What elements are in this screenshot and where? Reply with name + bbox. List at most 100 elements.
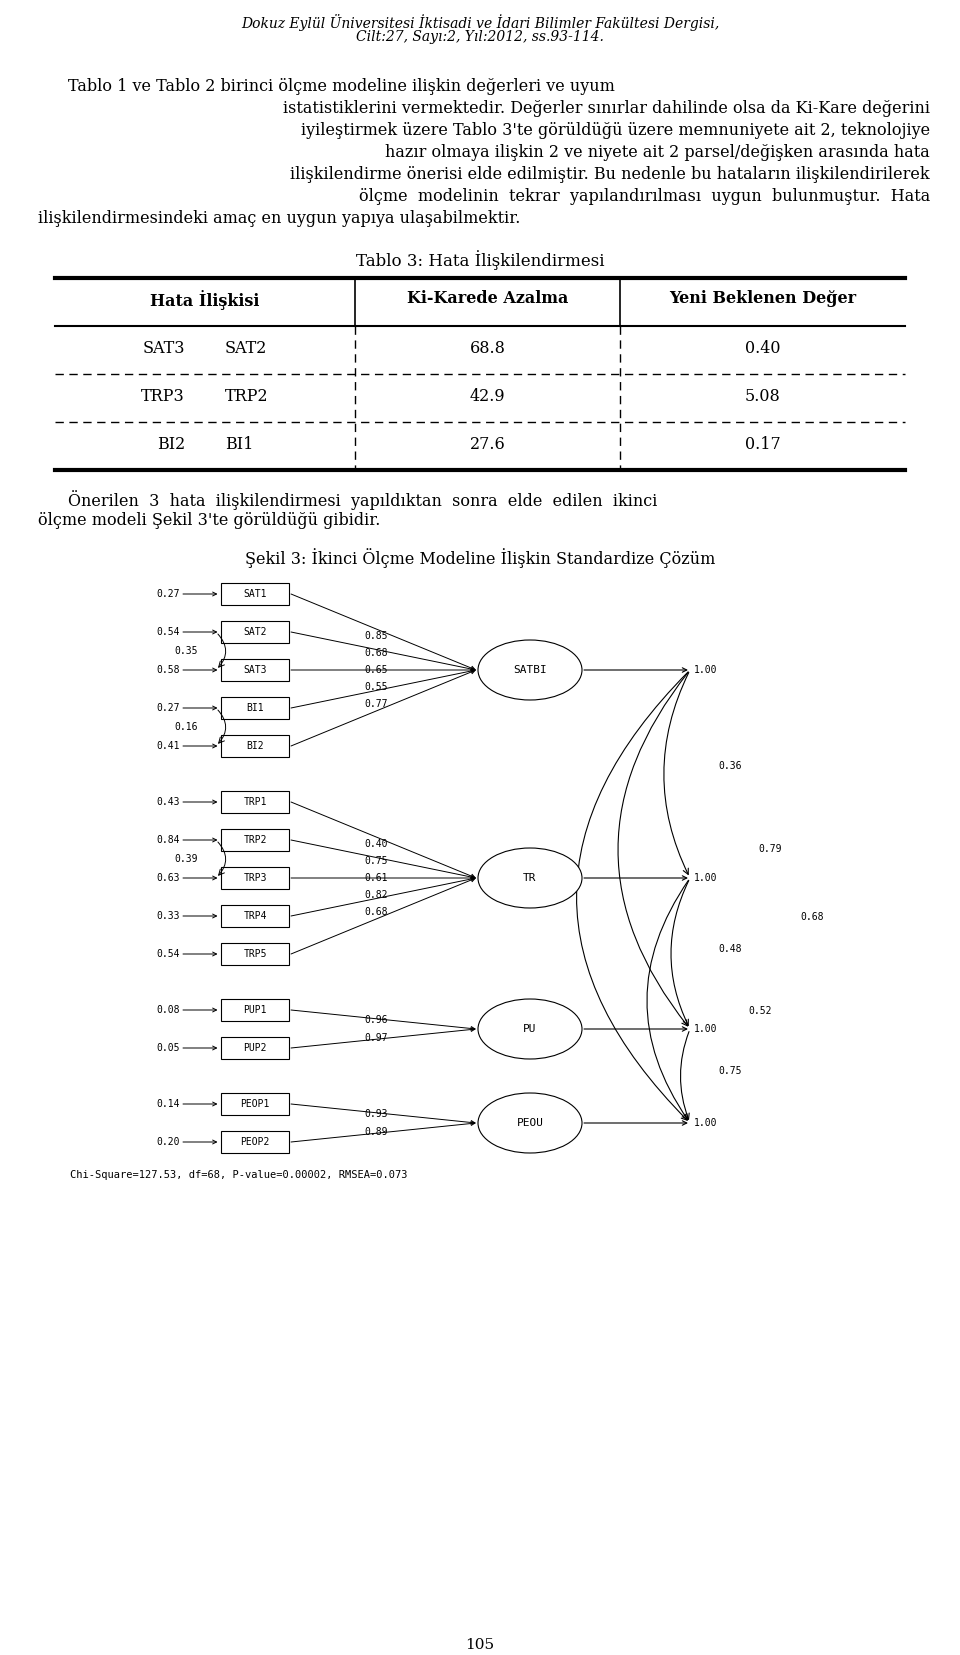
Text: TRP1: TRP1: [243, 798, 267, 808]
FancyArrowPatch shape: [291, 841, 475, 879]
Text: ölçme modeli Şekil 3'te görüldüğü gibidir.: ölçme modeli Şekil 3'te görüldüğü gibidi…: [38, 511, 380, 530]
Ellipse shape: [478, 1092, 582, 1154]
FancyArrowPatch shape: [183, 707, 217, 710]
Text: SAT1: SAT1: [243, 589, 267, 599]
Text: 27.6: 27.6: [469, 435, 505, 453]
Text: 0.05: 0.05: [156, 1043, 180, 1053]
Text: ölçme  modelinin  tekrar  yapılandırılması  uygun  bulunmuştur.  Hata: ölçme modelinin tekrar yapılandırılması …: [359, 189, 930, 205]
Text: 0.27: 0.27: [156, 703, 180, 713]
Text: 0.68: 0.68: [800, 912, 824, 922]
Ellipse shape: [478, 1000, 582, 1059]
Text: TRP5: TRP5: [243, 948, 267, 958]
Text: 105: 105: [466, 1638, 494, 1652]
Text: Tablo 3: Hata İlişkilendirmesi: Tablo 3: Hata İlişkilendirmesi: [356, 250, 604, 270]
Text: PU: PU: [523, 1024, 537, 1034]
Text: Cilt:27, Sayı:2, Yıl:2012, ss.93-114.: Cilt:27, Sayı:2, Yıl:2012, ss.93-114.: [356, 30, 604, 45]
Text: 0.35: 0.35: [175, 645, 198, 655]
FancyArrowPatch shape: [584, 1120, 686, 1125]
Bar: [221, 1000, 289, 1021]
FancyArrowPatch shape: [291, 669, 475, 708]
FancyArrowPatch shape: [291, 1104, 475, 1124]
FancyArrowPatch shape: [291, 1028, 475, 1048]
FancyArrowPatch shape: [183, 1140, 217, 1144]
Text: Hata İlişkisi: Hata İlişkisi: [151, 290, 260, 309]
FancyArrowPatch shape: [291, 877, 475, 915]
Text: 1.00: 1.00: [694, 665, 717, 675]
Text: 0.33: 0.33: [156, 910, 180, 920]
Text: Şekil 3: İkinci Ölçme Modeline İlişkin Standardize Çözüm: Şekil 3: İkinci Ölçme Modeline İlişkin S…: [245, 548, 715, 568]
Bar: [221, 905, 289, 927]
Bar: [221, 659, 289, 680]
Text: 68.8: 68.8: [469, 339, 505, 357]
FancyArrowPatch shape: [291, 1010, 475, 1031]
FancyArrowPatch shape: [183, 875, 217, 880]
FancyArrowPatch shape: [183, 914, 217, 919]
Text: PUP2: PUP2: [243, 1043, 267, 1053]
Text: 5.08: 5.08: [745, 387, 780, 405]
Text: Dokuz Eylül Üniversitesi İktisadi ve İdari Bilimler Fakültesi Dergisi,: Dokuz Eylül Üniversitesi İktisadi ve İda…: [241, 13, 719, 31]
Text: 0.41: 0.41: [156, 741, 180, 751]
Text: 0.96: 0.96: [365, 1016, 388, 1026]
FancyArrowPatch shape: [584, 875, 686, 880]
FancyArrowPatch shape: [584, 667, 686, 672]
FancyArrowPatch shape: [584, 1026, 686, 1031]
Text: 0.17: 0.17: [745, 435, 780, 453]
Bar: [221, 697, 289, 718]
Text: BI2: BI2: [246, 741, 264, 751]
Text: 0.27: 0.27: [156, 589, 180, 599]
Text: 1.00: 1.00: [694, 1119, 717, 1129]
Text: 0.85: 0.85: [365, 631, 388, 640]
Text: 0.40: 0.40: [365, 839, 388, 849]
Text: 0.65: 0.65: [365, 665, 388, 675]
Text: 0.68: 0.68: [365, 647, 388, 659]
FancyArrowPatch shape: [183, 631, 217, 634]
Text: 0.54: 0.54: [156, 948, 180, 958]
Text: 0.20: 0.20: [156, 1137, 180, 1147]
FancyArrowPatch shape: [183, 1008, 217, 1011]
Ellipse shape: [478, 847, 582, 909]
FancyArrowPatch shape: [183, 1046, 217, 1049]
Text: Chi-Square=127.53, df=68, P-value=0.00002, RMSEA=0.073: Chi-Square=127.53, df=68, P-value=0.0000…: [70, 1170, 407, 1180]
Text: 0.48: 0.48: [718, 943, 741, 953]
Text: 0.36: 0.36: [718, 761, 741, 771]
Text: iyileştirmek üzere Tablo 3'te görüldüğü üzere memnuniyete ait 2, teknolojiye: iyileştirmek üzere Tablo 3'te görüldüğü …: [300, 122, 930, 139]
FancyArrowPatch shape: [291, 1122, 475, 1142]
Text: 0.89: 0.89: [365, 1127, 388, 1137]
Bar: [221, 735, 289, 756]
FancyArrowPatch shape: [291, 879, 475, 953]
FancyArrowPatch shape: [291, 632, 475, 670]
Text: 0.14: 0.14: [156, 1099, 180, 1109]
Bar: [221, 1092, 289, 1115]
Text: 0.63: 0.63: [156, 872, 180, 884]
Bar: [221, 867, 289, 889]
Text: PEOP2: PEOP2: [240, 1137, 270, 1147]
Text: 0.93: 0.93: [365, 1109, 388, 1119]
Bar: [221, 583, 289, 606]
Ellipse shape: [478, 640, 582, 700]
FancyArrowPatch shape: [183, 837, 217, 842]
Text: TRP2: TRP2: [225, 387, 269, 405]
Text: 0.16: 0.16: [175, 722, 198, 732]
FancyArrowPatch shape: [183, 745, 217, 748]
Text: 0.79: 0.79: [758, 844, 781, 854]
Text: TR: TR: [523, 872, 537, 884]
Text: 0.75: 0.75: [365, 856, 388, 866]
Text: BI1: BI1: [225, 435, 253, 453]
Text: SAT3: SAT3: [243, 665, 267, 675]
Text: BI1: BI1: [246, 703, 264, 713]
Text: Önerilen  3  hata  ilişkilendirmesi  yapıldıktan  sonra  elde  edilen  ikinci: Önerilen 3 hata ilişkilendirmesi yapıldı…: [68, 490, 658, 510]
Text: TRP3: TRP3: [243, 872, 267, 884]
Text: SAT2: SAT2: [243, 627, 267, 637]
Text: 0.58: 0.58: [156, 665, 180, 675]
FancyArrowPatch shape: [291, 670, 475, 746]
Text: 0.61: 0.61: [365, 872, 388, 884]
Text: BI2: BI2: [156, 435, 185, 453]
Text: 1.00: 1.00: [694, 1024, 717, 1034]
Text: 42.9: 42.9: [469, 387, 505, 405]
FancyArrowPatch shape: [183, 669, 217, 672]
Text: PUP1: PUP1: [243, 1005, 267, 1015]
Bar: [221, 1130, 289, 1154]
Text: SAT3: SAT3: [142, 339, 185, 357]
Text: Ki-Karede Azalma: Ki-Karede Azalma: [407, 290, 568, 306]
Text: 0.39: 0.39: [175, 854, 198, 864]
